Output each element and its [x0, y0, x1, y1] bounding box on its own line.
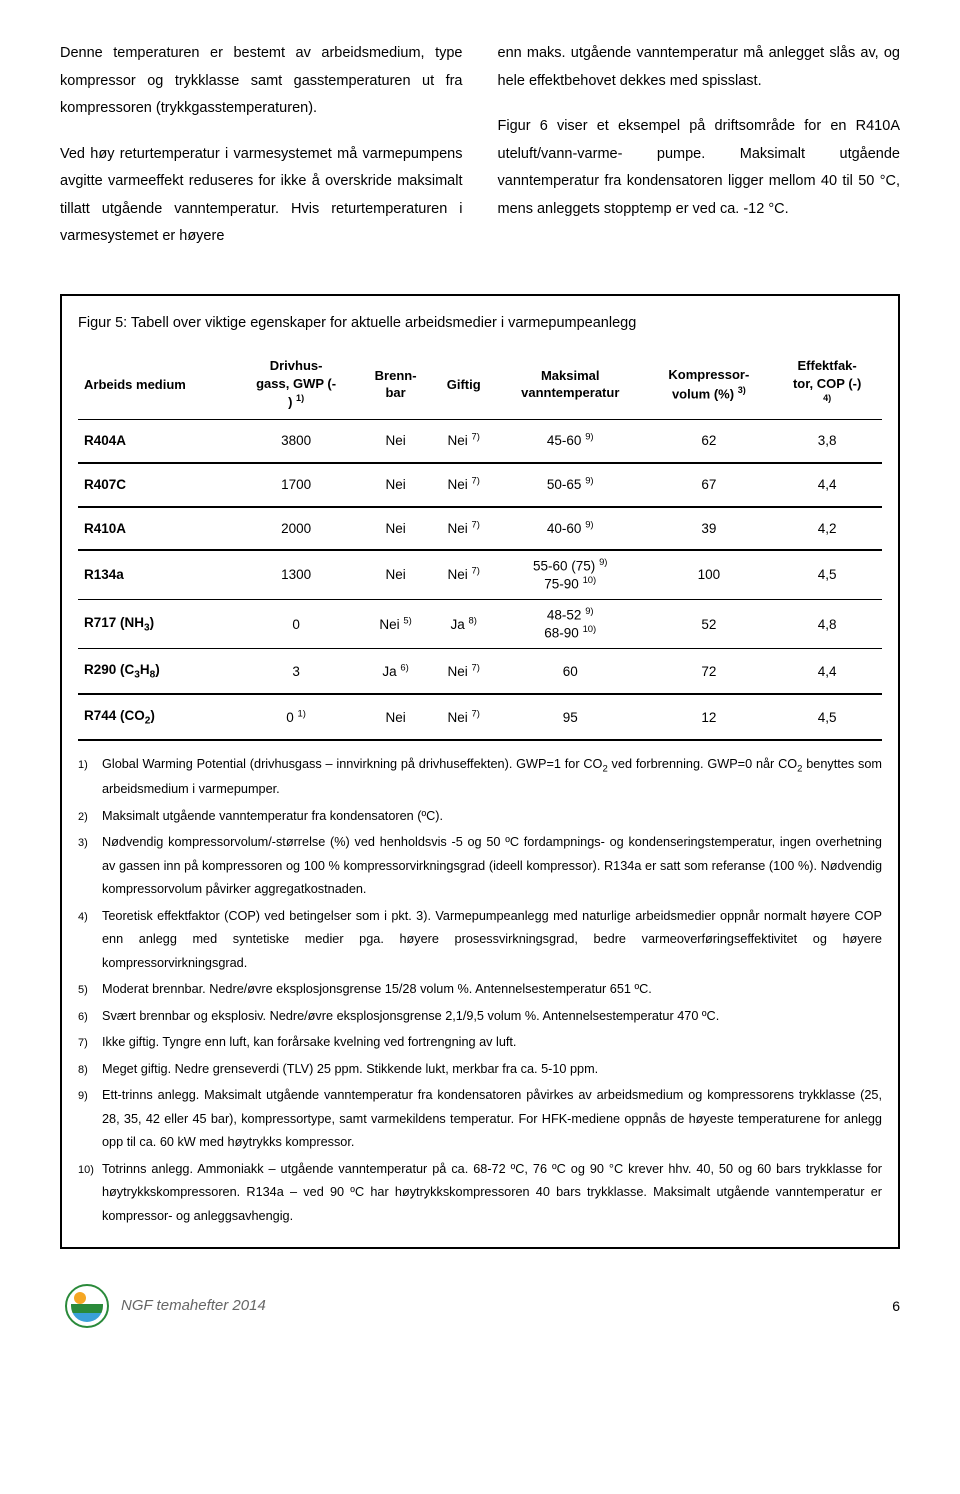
header-gwp: Drivhus-gass, GWP (-) 1) — [233, 349, 358, 419]
intro-para: Denne temperaturen er bestemt av arbeids… — [60, 40, 463, 123]
table-row: R404A3800NeiNei 7)45-60 9)623,8 — [78, 420, 882, 463]
cell-giftig: Nei 7) — [432, 507, 495, 551]
cell-volume: 72 — [645, 649, 772, 694]
cell-volume: 52 — [645, 600, 772, 649]
cell-gwp: 0 — [233, 600, 358, 649]
cell-max-temp: 95 — [495, 694, 645, 740]
footnote-item: 7)Ikke giftig. Tyngre enn luft, kan forå… — [78, 1031, 882, 1055]
page-number: 6 — [892, 1293, 900, 1320]
intro-para: enn maks. utgående vanntemperatur må anl… — [498, 40, 901, 95]
cell-gwp: 2000 — [233, 507, 358, 551]
cell-medium: R407C — [78, 463, 233, 507]
intro-para: Figur 6 viser et eksempel på driftsområd… — [498, 113, 901, 223]
table-caption: Figur 5: Tabell over viktige egenskaper … — [78, 310, 882, 338]
footnote-item: 8)Meget giftig. Nedre grenseverdi (TLV) … — [78, 1058, 882, 1082]
footnote-item: 1)Global Warming Potential (drivhusgass … — [78, 753, 882, 802]
cell-cop: 4,4 — [772, 649, 882, 694]
cell-giftig: Nei 7) — [432, 649, 495, 694]
header-medium: Arbeids medium — [78, 349, 233, 419]
cell-volume: 39 — [645, 507, 772, 551]
cell-volume: 100 — [645, 550, 772, 600]
cell-giftig: Ja 8) — [432, 600, 495, 649]
header-giftig: Giftig — [432, 349, 495, 419]
cell-brennbar: Nei — [359, 550, 433, 600]
cell-brennbar: Nei — [359, 463, 433, 507]
cell-brennbar: Ja 6) — [359, 649, 433, 694]
table-row: R134a1300NeiNei 7)55-60 (75) 9)75-90 10)… — [78, 550, 882, 600]
figure-5-box: Figur 5: Tabell over viktige egenskaper … — [60, 294, 900, 1250]
cell-max-temp: 48-52 9)68-90 10) — [495, 600, 645, 649]
cell-gwp: 0 1) — [233, 694, 358, 740]
table-row: R717 (NH3)0Nei 5)Ja 8)48-52 9)68-90 10)5… — [78, 600, 882, 649]
cell-volume: 62 — [645, 420, 772, 463]
cell-max-temp: 40-60 9) — [495, 507, 645, 551]
cell-cop: 4,4 — [772, 463, 882, 507]
cell-giftig: Nei 7) — [432, 694, 495, 740]
intro-columns: Denne temperaturen er bestemt av arbeids… — [60, 40, 900, 269]
cell-cop: 4,2 — [772, 507, 882, 551]
cell-cop: 3,8 — [772, 420, 882, 463]
footnote-item: 9)Ett-trinns anlegg. Maksimalt utgående … — [78, 1084, 882, 1155]
header-volume: Kompressor-volum (%) 3) — [645, 349, 772, 419]
header-cop: Effektfak-tor, COP (-)4) — [772, 349, 882, 419]
header-max-temp: Maksimalvanntemperatur — [495, 349, 645, 419]
cell-brennbar: Nei 5) — [359, 600, 433, 649]
properties-table: Arbeids medium Drivhus-gass, GWP (-) 1) … — [78, 349, 882, 741]
table-row: R744 (CO2)0 1)NeiNei 7)95124,5 — [78, 694, 882, 740]
cell-brennbar: Nei — [359, 420, 433, 463]
cell-max-temp: 55-60 (75) 9)75-90 10) — [495, 550, 645, 600]
cell-brennbar: Nei — [359, 694, 433, 740]
footnote-item: 10)Totrinns anlegg. Ammoniakk – utgående… — [78, 1158, 882, 1229]
cell-max-temp: 50-65 9) — [495, 463, 645, 507]
cell-gwp: 3800 — [233, 420, 358, 463]
cell-medium: R290 (C3H8) — [78, 649, 233, 694]
footnote-item: 4)Teoretisk effektfaktor (COP) ved betin… — [78, 905, 882, 976]
footnotes: 1)Global Warming Potential (drivhusgass … — [78, 753, 882, 1228]
page-footer: NGF temahefter 2014 6 — [60, 1284, 900, 1328]
cell-volume: 67 — [645, 463, 772, 507]
cell-giftig: Nei 7) — [432, 463, 495, 507]
cell-max-temp: 45-60 9) — [495, 420, 645, 463]
intro-right-column: enn maks. utgående vanntemperatur må anl… — [498, 40, 901, 269]
header-brennbar: Brenn-bar — [359, 349, 433, 419]
cell-cop: 4,8 — [772, 600, 882, 649]
cell-gwp: 1700 — [233, 463, 358, 507]
cell-gwp: 3 — [233, 649, 358, 694]
cell-giftig: Nei 7) — [432, 420, 495, 463]
cell-medium: R134a — [78, 550, 233, 600]
footnote-item: 3)Nødvendig kompressorvolum/-størrelse (… — [78, 831, 882, 902]
footnote-item: 6)Svært brennbar og eksplosiv. Nedre/øvr… — [78, 1005, 882, 1029]
cell-giftig: Nei 7) — [432, 550, 495, 600]
cell-gwp: 1300 — [233, 550, 358, 600]
table-row: R410A2000NeiNei 7)40-60 9)394,2 — [78, 507, 882, 551]
footnote-item: 5)Moderat brennbar. Nedre/øvre eksplosjo… — [78, 978, 882, 1002]
cell-medium: R404A — [78, 420, 233, 463]
cell-medium: R717 (NH3) — [78, 600, 233, 649]
cell-cop: 4,5 — [772, 550, 882, 600]
cell-max-temp: 60 — [495, 649, 645, 694]
ngf-logo-icon — [65, 1284, 109, 1328]
cell-brennbar: Nei — [359, 507, 433, 551]
footnote-item: 2)Maksimalt utgående vanntemperatur fra … — [78, 805, 882, 829]
intro-para: Ved høy returtemperatur i varmesystemet … — [60, 141, 463, 251]
cell-volume: 12 — [645, 694, 772, 740]
cell-medium: R744 (CO2) — [78, 694, 233, 740]
table-row: R407C1700NeiNei 7)50-65 9)674,4 — [78, 463, 882, 507]
footer-left: NGF temahefter 2014 — [65, 1284, 266, 1328]
cell-cop: 4,5 — [772, 694, 882, 740]
cell-medium: R410A — [78, 507, 233, 551]
intro-left-column: Denne temperaturen er bestemt av arbeids… — [60, 40, 463, 269]
table-header-row: Arbeids medium Drivhus-gass, GWP (-) 1) … — [78, 349, 882, 419]
table-row: R290 (C3H8)3Ja 6)Nei 7)60724,4 — [78, 649, 882, 694]
footer-text: NGF temahefter 2014 — [121, 1292, 266, 1321]
